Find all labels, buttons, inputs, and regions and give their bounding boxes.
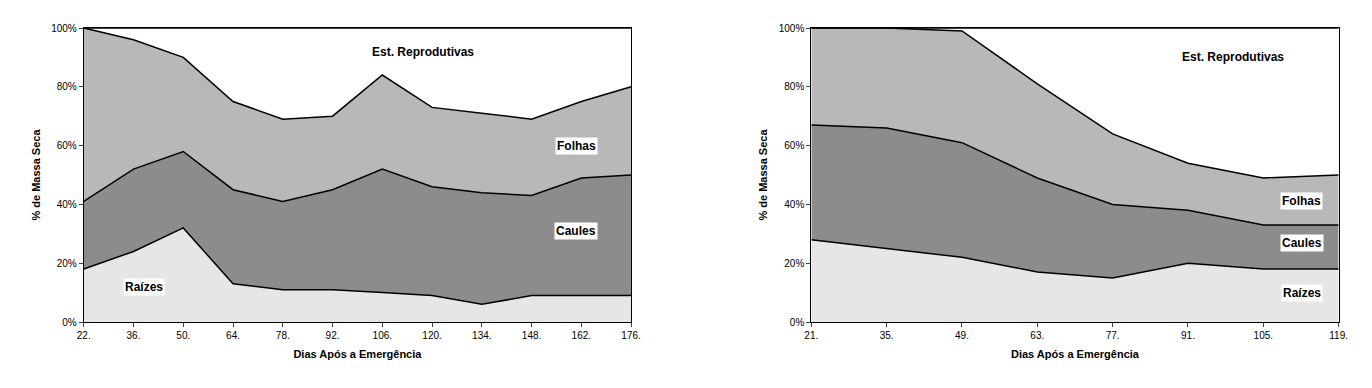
svg-text:Est. Reprodutivas: Est. Reprodutivas xyxy=(372,45,474,59)
svg-text:60%: 60% xyxy=(57,140,77,151)
svg-text:Est. Reprodutivas: Est. Reprodutivas xyxy=(1182,50,1284,64)
svg-text:80%: 80% xyxy=(57,81,77,92)
svg-text:49.: 49. xyxy=(955,330,969,341)
svg-text:80%: 80% xyxy=(784,81,804,92)
svg-text:40%: 40% xyxy=(57,199,77,210)
svg-text:60%: 60% xyxy=(784,140,804,151)
svg-text:% de Massa Seca: % de Massa Seca xyxy=(757,129,769,221)
svg-text:0%: 0% xyxy=(790,317,805,328)
svg-text:20%: 20% xyxy=(57,258,77,269)
svg-text:35.: 35. xyxy=(880,330,894,341)
svg-text:Folhas: Folhas xyxy=(557,139,596,153)
svg-text:106.: 106. xyxy=(373,330,392,341)
svg-text:Raízes: Raízes xyxy=(1283,286,1321,300)
svg-text:20%: 20% xyxy=(784,258,804,269)
svg-text:Caules: Caules xyxy=(1282,236,1322,250)
svg-text:92.: 92. xyxy=(326,330,340,341)
svg-text:63.: 63. xyxy=(1030,330,1044,341)
svg-text:21.: 21. xyxy=(804,330,818,341)
svg-text:50.: 50. xyxy=(176,330,190,341)
svg-text:% de Massa Seca: % de Massa Seca xyxy=(30,129,42,221)
svg-text:64.: 64. xyxy=(226,330,240,341)
svg-text:134.: 134. xyxy=(472,330,491,341)
svg-text:40%: 40% xyxy=(784,199,804,210)
svg-text:22.: 22. xyxy=(77,330,91,341)
svg-text:36.: 36. xyxy=(127,330,141,341)
svg-text:77.: 77. xyxy=(1106,330,1120,341)
svg-text:Folhas: Folhas xyxy=(1282,194,1321,208)
svg-text:176.: 176. xyxy=(621,330,640,341)
svg-text:Raízes: Raízes xyxy=(125,280,163,294)
svg-text:100%: 100% xyxy=(51,23,77,34)
svg-text:119.: 119. xyxy=(1329,330,1348,341)
svg-text:100%: 100% xyxy=(779,23,805,34)
svg-text:Dias Após a Emergência: Dias Após a Emergência xyxy=(1011,348,1140,360)
svg-text:120.: 120. xyxy=(422,330,441,341)
svg-text:Dias Após a Emergência: Dias Após a Emergência xyxy=(293,348,422,360)
svg-text:105.: 105. xyxy=(1254,330,1273,341)
svg-text:162.: 162. xyxy=(572,330,591,341)
svg-text:148.: 148. xyxy=(522,330,541,341)
svg-text:Caules: Caules xyxy=(556,224,596,238)
svg-text:91.: 91. xyxy=(1181,330,1195,341)
svg-text:0%: 0% xyxy=(62,317,77,328)
svg-text:78.: 78. xyxy=(276,330,290,341)
